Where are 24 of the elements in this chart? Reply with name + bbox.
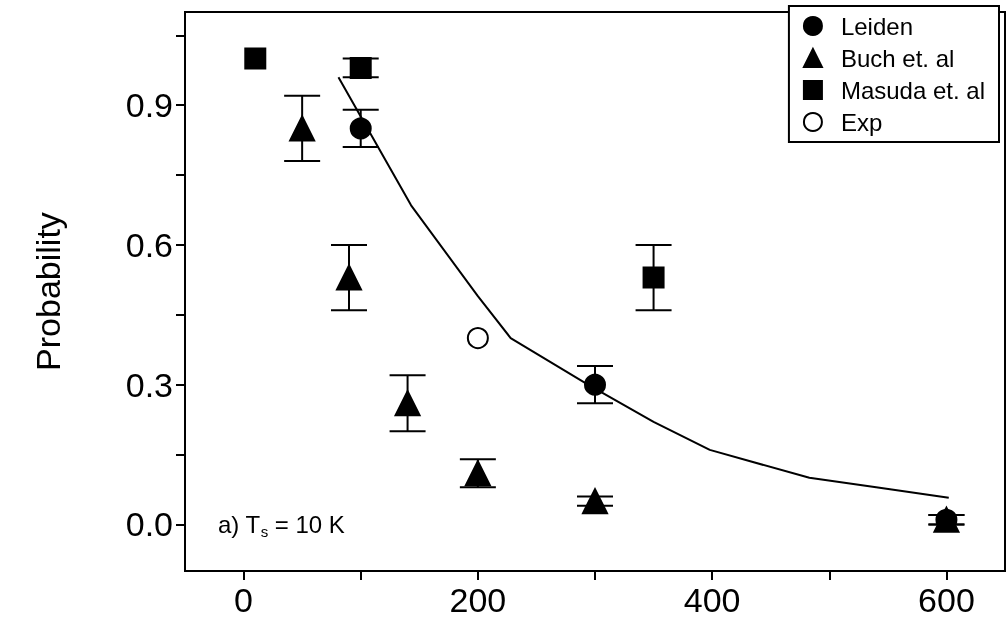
point xyxy=(584,373,606,396)
legend-label: Exp xyxy=(840,108,883,136)
point xyxy=(466,327,489,350)
point xyxy=(582,488,608,515)
point xyxy=(289,115,316,142)
point xyxy=(464,460,491,487)
legend-label: Leiden xyxy=(840,12,913,40)
y-tick-label: 0.3 xyxy=(125,365,173,404)
point xyxy=(349,56,372,79)
x-tick-label: 600 xyxy=(918,581,975,619)
point xyxy=(349,117,372,140)
point xyxy=(642,266,665,289)
x-tick-label: 200 xyxy=(449,581,507,619)
point xyxy=(394,390,421,417)
y-axis-title: Probability xyxy=(29,212,67,371)
y-tick-label: 0.9 xyxy=(125,86,173,125)
x-tick-label: 400 xyxy=(683,581,741,619)
y-tick-label: 0.6 xyxy=(125,225,173,264)
legend-label: Masuda et. al xyxy=(840,76,986,104)
legend-label: Buch et. al xyxy=(840,44,955,72)
x-tick-label: 0 xyxy=(234,581,254,619)
text: 0.0 xyxy=(125,505,173,544)
point xyxy=(244,47,267,70)
point xyxy=(336,264,362,291)
